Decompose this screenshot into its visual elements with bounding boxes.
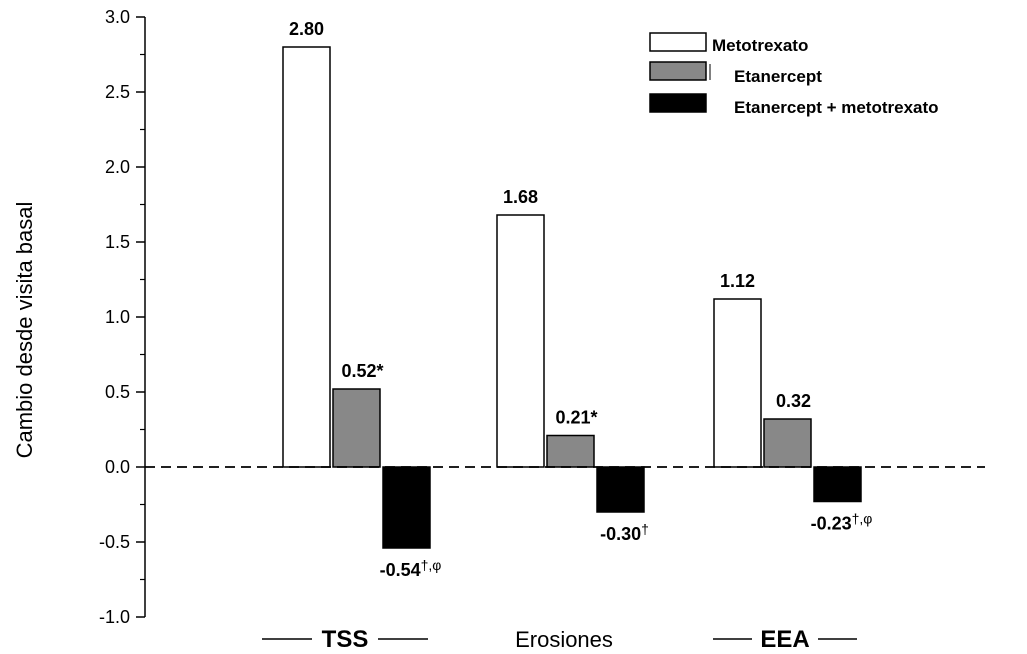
legend-swatch bbox=[649, 32, 707, 52]
category-labels: TSS Erosiones EEA bbox=[262, 626, 857, 653]
bar bbox=[546, 434, 595, 468]
bar bbox=[763, 418, 812, 468]
data-label: -0.54†,φ bbox=[380, 557, 442, 580]
y-tick-label: 2.5 bbox=[105, 82, 130, 102]
legend-label: Metotrexato bbox=[712, 36, 808, 55]
y-tick-label: 0.5 bbox=[105, 382, 130, 402]
bar bbox=[282, 46, 331, 468]
y-tick-label: -0.5 bbox=[99, 532, 130, 552]
legend-swatch bbox=[649, 93, 707, 113]
data-label: 0.52* bbox=[341, 361, 383, 381]
legend-swatch bbox=[649, 61, 707, 81]
data-label: 2.80 bbox=[289, 19, 324, 39]
bar bbox=[713, 298, 762, 468]
category-label: Erosiones bbox=[515, 627, 613, 652]
y-tick-label: 2.0 bbox=[105, 157, 130, 177]
legend-label: Etanercept bbox=[734, 67, 822, 86]
y-tick-label: 3.0 bbox=[105, 7, 130, 27]
data-label: 0.21* bbox=[555, 408, 597, 428]
bar bbox=[382, 466, 431, 549]
bar bbox=[596, 466, 645, 513]
category-label: EEA bbox=[760, 626, 809, 653]
bar bbox=[496, 214, 545, 468]
data-label: -0.23†,φ bbox=[811, 511, 873, 534]
data-label: 0.32 bbox=[776, 391, 811, 411]
bar bbox=[332, 388, 381, 468]
bar bbox=[813, 466, 862, 503]
y-tick-label: 1.0 bbox=[105, 307, 130, 327]
y-tick-label: -1.0 bbox=[99, 607, 130, 627]
data-label: 1.12 bbox=[720, 271, 755, 291]
y-axis: -1.0 -0.5 0.0 0.5 1.0 1.5 2.0 2.5 3.0 bbox=[99, 7, 146, 627]
y-axis-label: Cambio desde visita basal bbox=[12, 202, 37, 459]
data-label: -0.30† bbox=[600, 521, 649, 544]
legend-label: Etanercept + metotrexato bbox=[734, 98, 939, 117]
y-tick-label: 1.5 bbox=[105, 232, 130, 252]
data-label: 1.68 bbox=[503, 187, 538, 207]
y-tick-label: 0.0 bbox=[105, 457, 130, 477]
bars bbox=[145, 46, 985, 549]
category-label: TSS bbox=[322, 626, 369, 653]
legend: Metotrexato Etanercept Etanercept + metotr… bbox=[649, 32, 939, 117]
